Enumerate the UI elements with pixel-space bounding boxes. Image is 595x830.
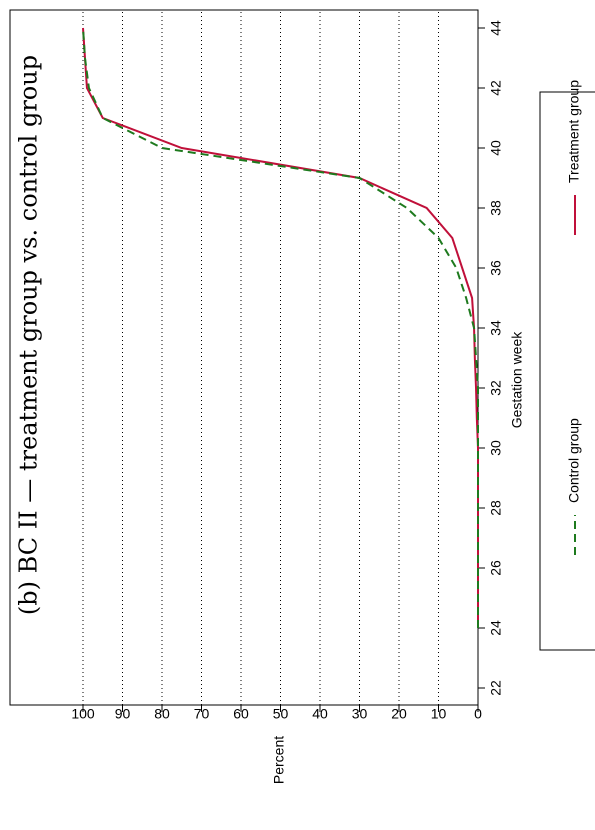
y-tick-label: 80 bbox=[154, 706, 170, 722]
y-tick-label: 50 bbox=[273, 706, 289, 722]
x-tick-label: 30 bbox=[488, 440, 504, 456]
x-tick-label: 36 bbox=[488, 260, 504, 276]
y-tick-label: 20 bbox=[391, 706, 407, 722]
y-tick-label: 40 bbox=[312, 706, 328, 722]
x-tick-label: 38 bbox=[488, 200, 504, 216]
x-tick-label: 24 bbox=[488, 620, 504, 636]
x-tick-label: 42 bbox=[488, 80, 504, 96]
y-axis-label: Percent bbox=[271, 736, 287, 784]
y-tick-label: 60 bbox=[233, 706, 249, 722]
legend-label: Treatment group bbox=[566, 80, 582, 183]
plot-frame bbox=[9, 9, 479, 706]
x-tick-label: 44 bbox=[488, 20, 504, 36]
x-tick-label: 26 bbox=[488, 560, 504, 576]
rotated-chart: (b) BC II — treatment group vs. control … bbox=[9, 9, 595, 784]
y-tick-label: 30 bbox=[352, 706, 368, 722]
legend-label: Control group bbox=[566, 418, 582, 503]
y-tick-label: 10 bbox=[431, 706, 447, 722]
y-tick-label: 0 bbox=[474, 706, 482, 722]
x-tick-label: 40 bbox=[488, 140, 504, 156]
legend-box bbox=[539, 91, 595, 651]
chart-title: (b) BC II — treatment group vs. control … bbox=[15, 55, 43, 615]
x-tick-label: 32 bbox=[488, 380, 504, 396]
y-tick-label: 100 bbox=[71, 706, 95, 722]
x-tick-label: 22 bbox=[488, 680, 504, 696]
y-tick-label: 70 bbox=[194, 706, 210, 722]
x-tick-label: 34 bbox=[488, 320, 504, 336]
data-line bbox=[82, 27, 479, 628]
x-axis-label: Gestation week bbox=[509, 331, 525, 428]
y-tick-label: 90 bbox=[115, 706, 131, 722]
x-tick-label: 28 bbox=[488, 500, 504, 516]
